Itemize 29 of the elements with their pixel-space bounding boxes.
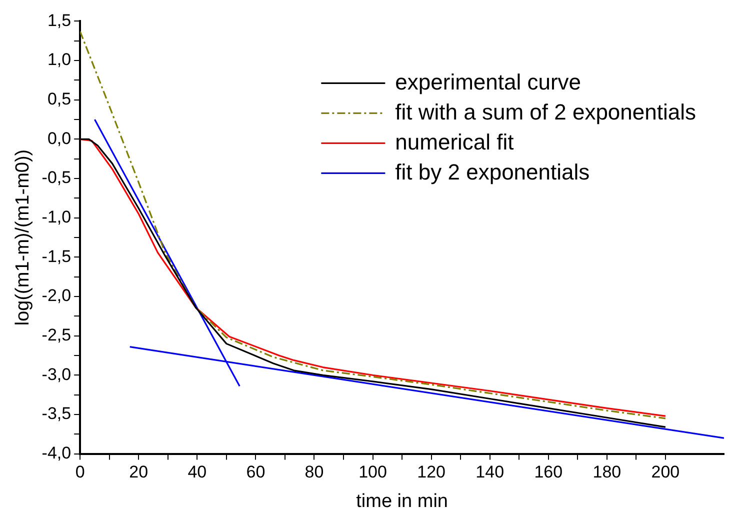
x-axis-title: time in min (356, 490, 448, 512)
y-tick-label: 0,0 (47, 128, 72, 148)
x-tick-label: 100 (358, 462, 387, 482)
legend-label: fit by 2 exponentials (395, 159, 590, 184)
legend-label: experimental curve (395, 69, 582, 94)
x-tick-label: 140 (476, 462, 504, 482)
x-tick-label: 160 (534, 462, 563, 482)
y-tick-label: -2,5 (42, 326, 72, 345)
y-tick-label: 1,0 (47, 50, 72, 70)
x-tick-label: 20 (129, 462, 148, 482)
legend-label: fit with a sum of 2 exponentials (395, 99, 696, 124)
x-tick-label: 180 (592, 462, 622, 482)
legend-label: numerical fit (395, 129, 514, 154)
x-tick-label: 60 (246, 462, 266, 482)
y-tick-label: -2,0 (42, 286, 72, 306)
y-tick-label: -4,0 (42, 443, 72, 462)
y-tick-label: -0,5 (42, 168, 72, 188)
y-axis-title: log((m1-m)/(m1-m0)) (12, 149, 34, 326)
y-tick-label: -3,5 (42, 404, 72, 424)
y-tick-label: -3,0 (42, 364, 72, 384)
y-tick-label: -1,5 (42, 246, 72, 266)
x-tick-label: 0 (75, 462, 85, 482)
x-tick-label: 80 (304, 462, 324, 482)
x-tick-label: 40 (188, 462, 207, 482)
y-tick-label: 1,5 (47, 10, 72, 30)
x-tick-label: 200 (651, 462, 680, 482)
y-tick-label: -1,0 (42, 208, 72, 227)
y-tick-label: 0,5 (47, 90, 72, 109)
x-tick-label: 120 (417, 462, 446, 482)
